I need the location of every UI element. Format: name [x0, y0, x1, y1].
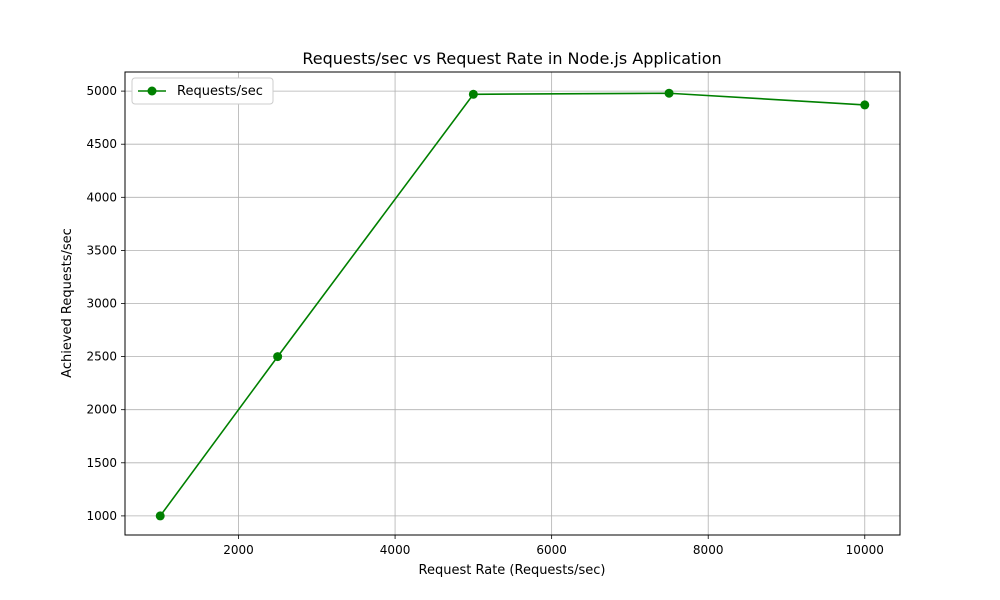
- data-point: [664, 88, 674, 98]
- x-tick-label: 8000: [693, 543, 724, 557]
- legend-label: Requests/sec: [177, 84, 263, 99]
- y-tick-label: 4000: [86, 190, 117, 204]
- x-axis: 2000 4000 6000 8000 10000: [223, 535, 884, 557]
- x-tick-label: 4000: [380, 543, 411, 557]
- data-point: [860, 100, 870, 110]
- x-tick-label: 6000: [536, 543, 567, 557]
- y-tick-label: 2500: [86, 350, 117, 364]
- x-tick-label: 10000: [846, 543, 884, 557]
- legend-marker: [147, 86, 157, 96]
- legend-box: [131, 77, 274, 105]
- data-point: [155, 511, 165, 521]
- y-tick-label: 1500: [86, 456, 117, 470]
- x-tick-label: 2000: [223, 543, 254, 557]
- legend: Requests/sec: [131, 77, 274, 105]
- y-axis-label: Achieved Requests/sec: [60, 228, 75, 378]
- data-point: [468, 89, 478, 99]
- series-layer: [155, 88, 870, 521]
- y-tick-label: 2000: [86, 403, 117, 417]
- data-point: [273, 352, 283, 362]
- y-tick-label: 3000: [86, 297, 117, 311]
- y-axis: 1000 1500 2000 2500 3000 3500 4000 4500 5000: [86, 84, 125, 523]
- x-axis-label: Request Rate (Requests/sec): [419, 563, 606, 578]
- y-tick-label: 4500: [86, 137, 117, 151]
- y-tick-label: 1000: [86, 509, 117, 523]
- chart-title: Requests/sec vs Request Rate in Node.js …: [302, 49, 721, 68]
- y-tick-label: 5000: [86, 84, 117, 98]
- grid: [125, 72, 900, 535]
- y-tick-label: 3500: [86, 243, 117, 257]
